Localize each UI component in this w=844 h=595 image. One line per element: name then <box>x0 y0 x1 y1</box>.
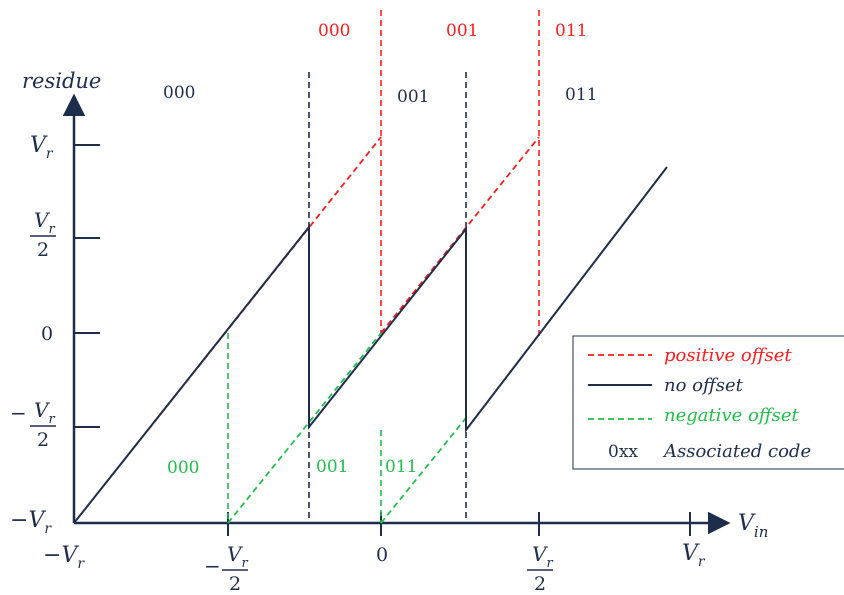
legend-label-none: no offset <box>664 375 744 396</box>
svg-text:Vr: Vr <box>34 398 55 427</box>
legend-label-code: Associated code <box>662 441 811 462</box>
legend-code-sample: 0xx <box>608 442 638 462</box>
svg-text:2: 2 <box>229 573 241 595</box>
code-nominal-000: 000 <box>163 83 195 103</box>
code-nominal-001: 001 <box>397 87 429 107</box>
svg-text:Vr: Vr <box>532 542 553 571</box>
residue-negative-offset-1 <box>227 332 382 524</box>
code-negative-001: 001 <box>316 457 348 477</box>
y-axis-label: residue <box>22 69 101 93</box>
x-tick-label-neg-half: − Vr 2 <box>204 542 248 595</box>
code-positive-000: 000 <box>318 21 350 41</box>
x-tick-label-vr: Vr <box>682 541 706 570</box>
residue-negative-offset-2 <box>380 417 467 524</box>
y-tick-label-vr: Vr <box>30 133 54 162</box>
legend-label-negative: negative offset <box>664 405 800 426</box>
x-tick-label-zero: 0 <box>376 544 388 566</box>
svg-text:−: − <box>204 554 221 578</box>
svg-text:2: 2 <box>37 429 49 451</box>
y-tick-label-half: Vr 2 <box>30 208 56 261</box>
x-tick-label-neg-vr: −Vr <box>43 543 85 572</box>
svg-text:2: 2 <box>37 239 49 261</box>
code-positive-011: 011 <box>555 21 587 41</box>
code-positive-001: 001 <box>446 21 478 41</box>
code-negative-011: 011 <box>385 457 417 477</box>
x-tick-label-half: Vr 2 <box>527 542 553 595</box>
svg-text:2: 2 <box>534 573 546 595</box>
x-axis-label: Vin <box>738 511 768 541</box>
svg-text:Vr: Vr <box>227 542 248 571</box>
legend-label-positive: positive offset <box>664 345 792 366</box>
legend: positive offset no offset negative offse… <box>572 335 844 470</box>
legend-box <box>572 335 844 470</box>
y-tick-label-neg-half: − Vr 2 <box>10 398 56 451</box>
svg-text:Vr: Vr <box>34 208 55 237</box>
y-tick-label-zero: 0 <box>41 323 53 345</box>
svg-text:−: − <box>10 401 27 425</box>
code-nominal-011: 011 <box>565 85 597 105</box>
y-tick-label-neg-vr: −Vr <box>10 508 52 537</box>
code-negative-000: 000 <box>167 458 199 478</box>
residue-no-offset <box>73 166 668 524</box>
